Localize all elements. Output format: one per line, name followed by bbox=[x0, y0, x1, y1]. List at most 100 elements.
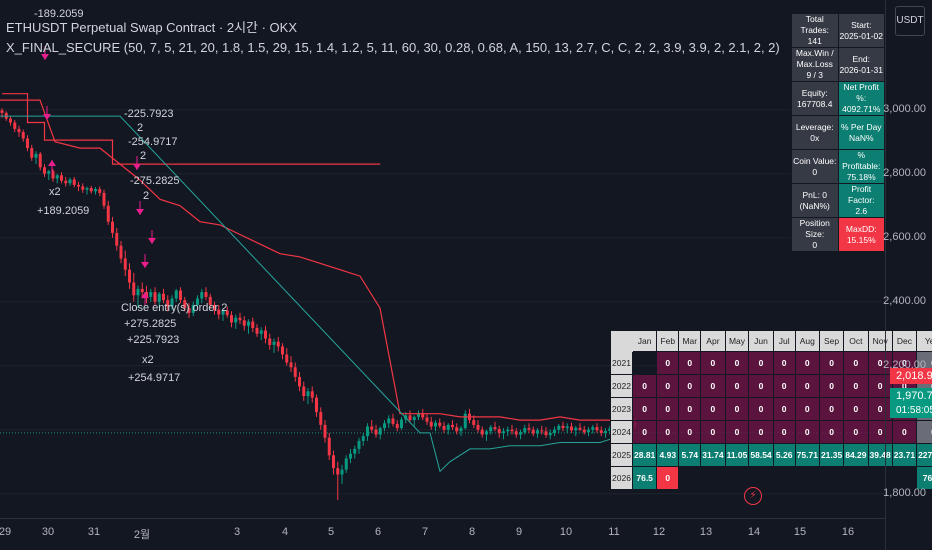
month-value-cell: 0 bbox=[748, 420, 774, 444]
candle-body bbox=[140, 288, 144, 293]
candle-body bbox=[417, 413, 420, 417]
candle-body bbox=[510, 429, 514, 432]
stats-value: 0 bbox=[812, 166, 818, 177]
stats-row: PnL: 0 (NaN%) Profit Factor: 2.6 bbox=[791, 183, 885, 218]
month-value-cell: 0 bbox=[656, 397, 680, 421]
trade-label: Close entry(s) order 2 bbox=[121, 302, 228, 314]
candle-body bbox=[429, 421, 433, 427]
candle-body bbox=[72, 179, 76, 185]
stats-cell: Profit Factor: 2.6 bbox=[837, 183, 885, 218]
month-value-cell: 0 bbox=[700, 420, 726, 444]
candle-body bbox=[480, 429, 484, 435]
stats-label: % Per Day bbox=[840, 121, 882, 132]
month-value-cell: 23.71 bbox=[891, 443, 918, 467]
candle-body bbox=[94, 189, 97, 192]
price-axis[interactable] bbox=[885, 0, 932, 550]
candle-body bbox=[89, 188, 93, 192]
time-tick: 8 bbox=[468, 526, 476, 538]
trade-label: x2 bbox=[142, 354, 154, 366]
stats-label: Coin Value: bbox=[793, 155, 837, 166]
month-header-cell: Mar bbox=[678, 330, 702, 352]
stats-cell: % Per Day NaN% bbox=[837, 115, 885, 150]
indicator-params[interactable]: X_FINAL_SECURE (50, 7, 5, 21, 20, 1.8, 1… bbox=[6, 40, 780, 55]
monthly-header-row: JanFebMarAprMayJunJulAugSepOctNovDecYear bbox=[610, 330, 932, 352]
currency-button[interactable]: USDT bbox=[895, 6, 925, 36]
candle-body bbox=[306, 391, 310, 397]
month-value-cell: 0 bbox=[818, 397, 845, 421]
candle-body bbox=[166, 300, 170, 307]
time-tick: 7 bbox=[421, 526, 429, 538]
month-header-cell: Jun bbox=[748, 330, 774, 352]
stats-label: PnL: 0 bbox=[802, 189, 828, 200]
candle-body bbox=[332, 455, 335, 469]
candle-body bbox=[519, 432, 522, 435]
candle-body bbox=[191, 304, 195, 313]
stats-row: Coin Value: 0% Profitable: 75.18% bbox=[791, 149, 885, 184]
candle-body bbox=[434, 422, 437, 427]
candle-body bbox=[591, 427, 595, 430]
year-total-cell: 0 bbox=[916, 420, 932, 444]
month-value-cell: 0 bbox=[772, 397, 796, 421]
month-value-cell: 0 bbox=[700, 374, 726, 398]
time-tick: 2월 bbox=[133, 529, 151, 541]
candle-body bbox=[353, 448, 357, 454]
stats-label: Total Trades: bbox=[800, 14, 829, 35]
candle-body bbox=[531, 429, 535, 434]
price-tick: 1,800.00 bbox=[883, 486, 926, 499]
month-value-cell: 0 bbox=[794, 374, 820, 398]
candle-body bbox=[383, 423, 386, 429]
month-header-cell: Oct bbox=[843, 330, 869, 352]
candle-body bbox=[302, 386, 306, 397]
trade-label: x2 bbox=[49, 186, 61, 198]
candle-body bbox=[578, 427, 582, 430]
month-value-cell: 0 bbox=[656, 420, 680, 444]
trade-label: -225.7923 bbox=[124, 108, 174, 120]
candle-body bbox=[395, 423, 399, 429]
candle-body bbox=[608, 428, 612, 431]
candle-body bbox=[557, 425, 561, 430]
candle-body bbox=[242, 320, 246, 326]
price-tick: 2,200.00 bbox=[883, 358, 926, 371]
candle-body bbox=[68, 179, 72, 184]
month-value-cell: 11.05 bbox=[724, 443, 750, 467]
month-value-cell: 0 bbox=[678, 420, 702, 444]
stats-value: (NaN%) bbox=[799, 200, 830, 211]
candle-body bbox=[60, 175, 63, 181]
candle-body bbox=[489, 427, 493, 432]
month-header-cell: Nov bbox=[867, 330, 893, 352]
candle-body bbox=[523, 428, 527, 433]
month-value-cell: 5.74 bbox=[678, 443, 702, 467]
equity-line bbox=[0, 115, 611, 473]
candle-body bbox=[408, 415, 412, 421]
candle-body bbox=[493, 427, 497, 430]
candle-body bbox=[9, 118, 12, 123]
candle-body bbox=[34, 153, 38, 158]
time-tick: 10 bbox=[559, 526, 573, 538]
time-tick: 11 bbox=[608, 526, 620, 538]
time-tick: 14 bbox=[747, 526, 761, 538]
price-chart[interactable] bbox=[0, 0, 885, 518]
candle-body bbox=[361, 436, 365, 441]
candle-body bbox=[315, 397, 318, 413]
candle-body bbox=[544, 431, 548, 436]
month-header-cell: Aug bbox=[794, 330, 820, 352]
candle-body bbox=[574, 427, 578, 431]
month-value-cell: 0 bbox=[748, 351, 774, 375]
month-value-cell: 5.26 bbox=[772, 443, 796, 467]
candle-body bbox=[599, 430, 603, 433]
month-header-cell bbox=[610, 330, 633, 352]
candle-body bbox=[179, 290, 182, 301]
month-value-cell bbox=[679, 467, 701, 490]
candle-body bbox=[268, 338, 272, 345]
candle-body bbox=[13, 122, 17, 129]
year-label: 2025 bbox=[610, 443, 633, 467]
stats-row: Max.Win / Max.Loss 9 / 3 End: 2026-01-31 bbox=[791, 47, 885, 82]
candle-body bbox=[247, 321, 250, 326]
lightning-icon[interactable]: ⚡ bbox=[744, 487, 762, 505]
candle-body bbox=[204, 292, 208, 297]
chart-title: ETHUSDT Perpetual Swap Contract · 2시간 · … bbox=[6, 20, 297, 35]
stats-label: Position Size: bbox=[799, 218, 830, 239]
candle-body bbox=[502, 431, 505, 433]
monthly-row: 2021000000000000 bbox=[610, 351, 932, 375]
candle-body bbox=[225, 310, 229, 316]
